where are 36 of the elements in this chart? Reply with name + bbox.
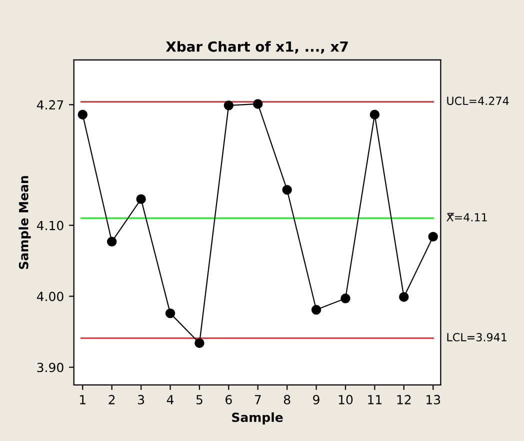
point — [78, 110, 88, 120]
ref-line-label: UCL=4.274 — [447, 96, 509, 106]
ref-line-label: LCL=3.941 — [447, 332, 506, 342]
x-tick-label: 12 — [397, 394, 411, 404]
y-axis-title: Sample Mean — [18, 176, 31, 269]
point — [194, 338, 204, 348]
ref-line-label: X̿=4.11 — [446, 212, 487, 222]
x-tick-label: 11 — [368, 395, 382, 404]
point — [428, 232, 438, 242]
x-axis-title: Sample — [232, 412, 283, 424]
point — [106, 236, 117, 247]
point — [253, 99, 263, 109]
y-tick-label: 4.00 — [36, 292, 64, 302]
x-tick-label: 5 — [196, 395, 202, 404]
point — [224, 100, 234, 110]
x-tick-label: 8 — [284, 394, 290, 404]
point — [340, 294, 350, 304]
x-tick-label: 2 — [108, 394, 115, 404]
chart-title: Xbar Chart of x1, ..., x7 — [166, 41, 348, 54]
x-tick-label: 3 — [138, 394, 144, 404]
x-tick-label: 13 — [426, 394, 440, 404]
point — [136, 194, 146, 204]
x-tick-label: 10 — [338, 394, 353, 404]
point — [311, 304, 322, 315]
point — [399, 292, 409, 302]
x-tick-label: 4 — [166, 395, 174, 404]
x-tick-label: 1 — [80, 395, 86, 404]
x-tick-label: 7 — [254, 395, 261, 404]
y-tick-label: 4.10 — [36, 220, 64, 230]
point — [370, 110, 380, 120]
x-tick-label: 9 — [313, 394, 320, 404]
x-tick-label: 6 — [226, 394, 232, 404]
point — [282, 184, 292, 195]
point — [165, 308, 176, 318]
y-tick-label: 3.90 — [37, 362, 64, 372]
y-tick-label: 4.27 — [36, 100, 64, 110]
